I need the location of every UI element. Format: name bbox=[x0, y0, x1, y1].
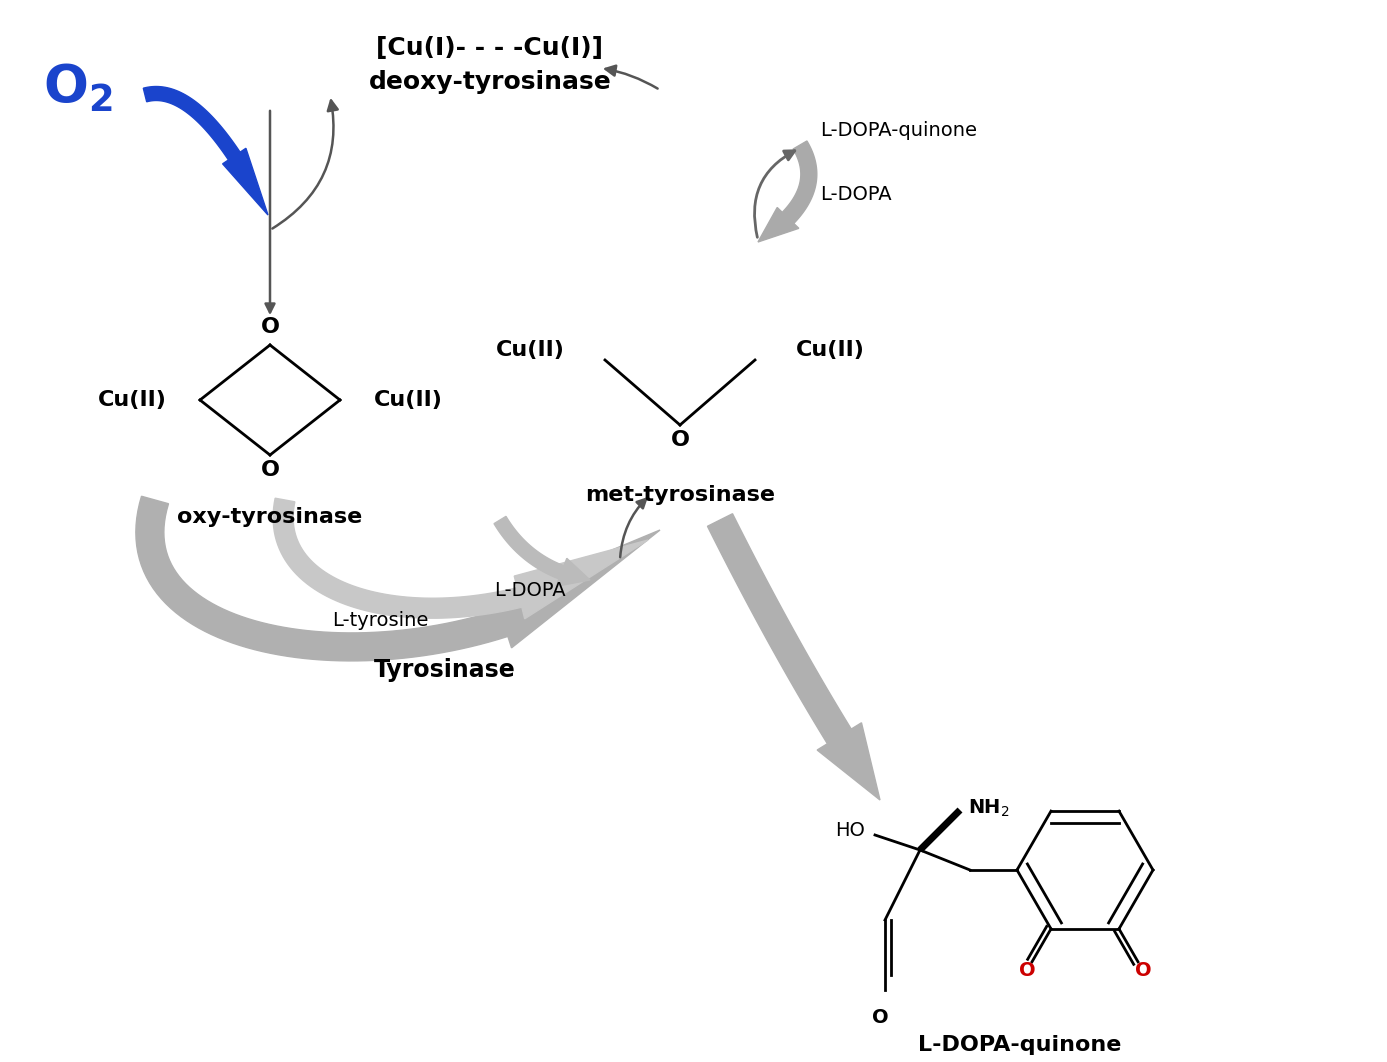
Text: $\mathbf{O_2}$: $\mathbf{O_2}$ bbox=[43, 62, 112, 115]
Text: L-DOPA-quinone: L-DOPA-quinone bbox=[918, 1035, 1122, 1055]
Text: L-tyrosine: L-tyrosine bbox=[331, 611, 429, 630]
Text: met-tyrosinase: met-tyrosinase bbox=[585, 485, 775, 506]
Text: HO: HO bbox=[835, 821, 865, 839]
Text: O: O bbox=[261, 460, 280, 480]
Polygon shape bbox=[494, 516, 589, 586]
Text: O: O bbox=[871, 1008, 888, 1027]
Text: Cu(II): Cu(II) bbox=[796, 340, 864, 360]
Text: oxy-tyrosinase: oxy-tyrosinase bbox=[178, 507, 362, 527]
Text: L-DOPA-quinone: L-DOPA-quinone bbox=[820, 120, 976, 139]
Text: L-DOPA: L-DOPA bbox=[820, 186, 892, 205]
Text: deoxy-tyrosinase: deoxy-tyrosinase bbox=[369, 70, 612, 95]
Text: Tyrosinase: Tyrosinase bbox=[374, 658, 516, 682]
FancyArrowPatch shape bbox=[606, 66, 657, 88]
Text: Cu(II): Cu(II) bbox=[373, 390, 442, 410]
Text: O: O bbox=[261, 316, 280, 337]
Text: O: O bbox=[1018, 961, 1035, 980]
Polygon shape bbox=[136, 496, 660, 661]
FancyArrowPatch shape bbox=[620, 499, 646, 558]
Text: O: O bbox=[670, 430, 689, 450]
Text: Cu(II): Cu(II) bbox=[495, 340, 565, 360]
FancyArrowPatch shape bbox=[265, 110, 275, 312]
Text: [Cu(I)- - - -Cu(I)]: [Cu(I)- - - -Cu(I)] bbox=[376, 36, 603, 59]
Text: NH$_2$: NH$_2$ bbox=[968, 798, 1010, 819]
Polygon shape bbox=[143, 86, 268, 215]
Text: O: O bbox=[1135, 961, 1151, 980]
Polygon shape bbox=[707, 514, 879, 800]
Text: Cu(II): Cu(II) bbox=[97, 390, 166, 410]
Polygon shape bbox=[273, 498, 648, 619]
Polygon shape bbox=[759, 141, 817, 242]
Text: L-DOPA: L-DOPA bbox=[494, 581, 566, 600]
FancyArrowPatch shape bbox=[755, 151, 795, 237]
FancyArrowPatch shape bbox=[272, 101, 337, 228]
